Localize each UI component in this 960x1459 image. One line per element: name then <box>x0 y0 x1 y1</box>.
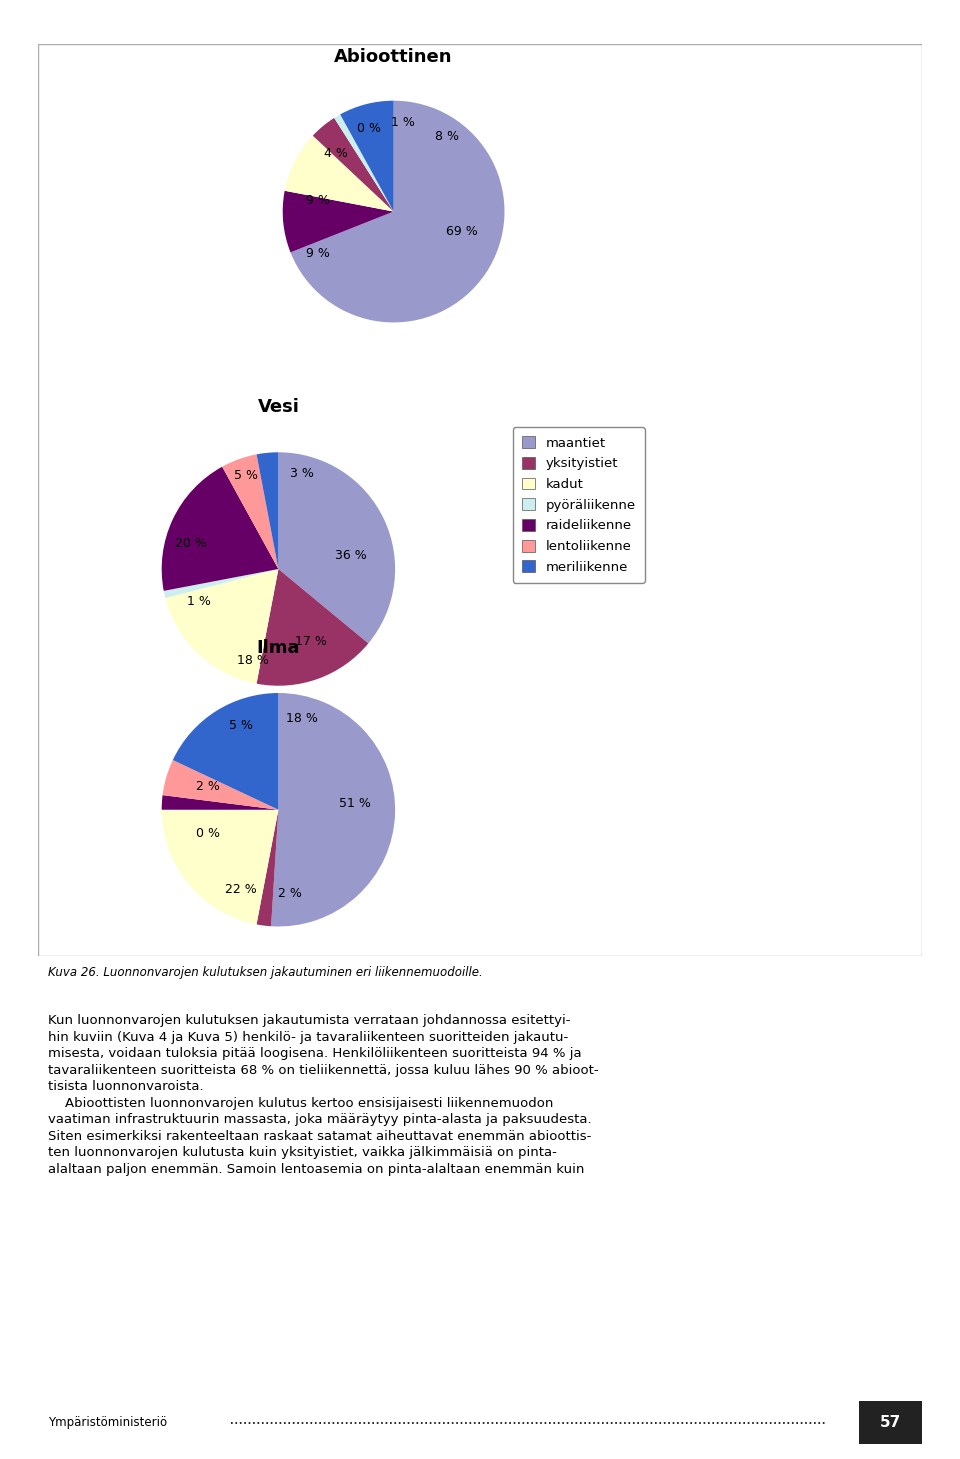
Wedge shape <box>291 101 505 322</box>
Title: Vesi: Vesi <box>257 398 300 416</box>
Wedge shape <box>222 454 278 569</box>
Wedge shape <box>161 810 278 925</box>
Text: 3 %: 3 % <box>290 467 314 480</box>
Text: Kun luonnonvarojen kulutuksen jakautumista verrataan johdannossa esitettyi-
hin : Kun luonnonvarojen kulutuksen jakautumis… <box>48 1014 599 1176</box>
Wedge shape <box>256 569 369 686</box>
Title: Ilma: Ilma <box>256 639 300 657</box>
Wedge shape <box>313 118 394 212</box>
Wedge shape <box>340 114 394 212</box>
Wedge shape <box>161 795 278 810</box>
Text: 9 %: 9 % <box>306 247 330 260</box>
Text: Kuva 26. Luonnonvarojen kulutuksen jakautuminen eri liikennemuodoille.: Kuva 26. Luonnonvarojen kulutuksen jakau… <box>48 966 483 979</box>
Text: 20 %: 20 % <box>175 537 206 550</box>
Text: 4 %: 4 % <box>324 147 348 160</box>
Text: 2 %: 2 % <box>197 781 220 792</box>
Wedge shape <box>285 136 394 212</box>
Text: 2 %: 2 % <box>278 887 302 900</box>
Text: 57: 57 <box>879 1415 901 1430</box>
Wedge shape <box>173 693 278 810</box>
Wedge shape <box>164 569 278 598</box>
Wedge shape <box>162 760 278 810</box>
Wedge shape <box>334 114 394 212</box>
Text: 8 %: 8 % <box>435 130 459 143</box>
Text: 5 %: 5 % <box>229 719 253 732</box>
Wedge shape <box>278 452 396 643</box>
Text: 9 %: 9 % <box>306 194 330 207</box>
Text: 1 %: 1 % <box>187 595 211 608</box>
Text: 22 %: 22 % <box>226 883 257 896</box>
Text: 17 %: 17 % <box>295 635 327 648</box>
Text: 69 %: 69 % <box>446 225 478 238</box>
Text: 51 %: 51 % <box>340 798 372 810</box>
Title: Abioottinen: Abioottinen <box>334 48 453 66</box>
Wedge shape <box>256 810 278 926</box>
Text: 5 %: 5 % <box>233 470 257 481</box>
Legend: maantiet, yksityistiet, kadut, pyöräliikenne, raideliikenne, lentoliikenne, meri: maantiet, yksityistiet, kadut, pyöräliik… <box>513 427 645 584</box>
Text: Ympäristöministeriö: Ympäristöministeriö <box>48 1417 167 1428</box>
Wedge shape <box>161 467 278 591</box>
Text: 0 %: 0 % <box>357 123 381 134</box>
Text: 18 %: 18 % <box>286 712 318 725</box>
Wedge shape <box>256 452 278 569</box>
Text: 0 %: 0 % <box>197 827 221 839</box>
Text: 1 %: 1 % <box>391 117 415 130</box>
Text: 18 %: 18 % <box>237 654 269 667</box>
Wedge shape <box>165 569 278 684</box>
Wedge shape <box>340 101 394 212</box>
Text: 36 %: 36 % <box>335 549 367 562</box>
Wedge shape <box>271 693 396 926</box>
Wedge shape <box>282 191 394 252</box>
